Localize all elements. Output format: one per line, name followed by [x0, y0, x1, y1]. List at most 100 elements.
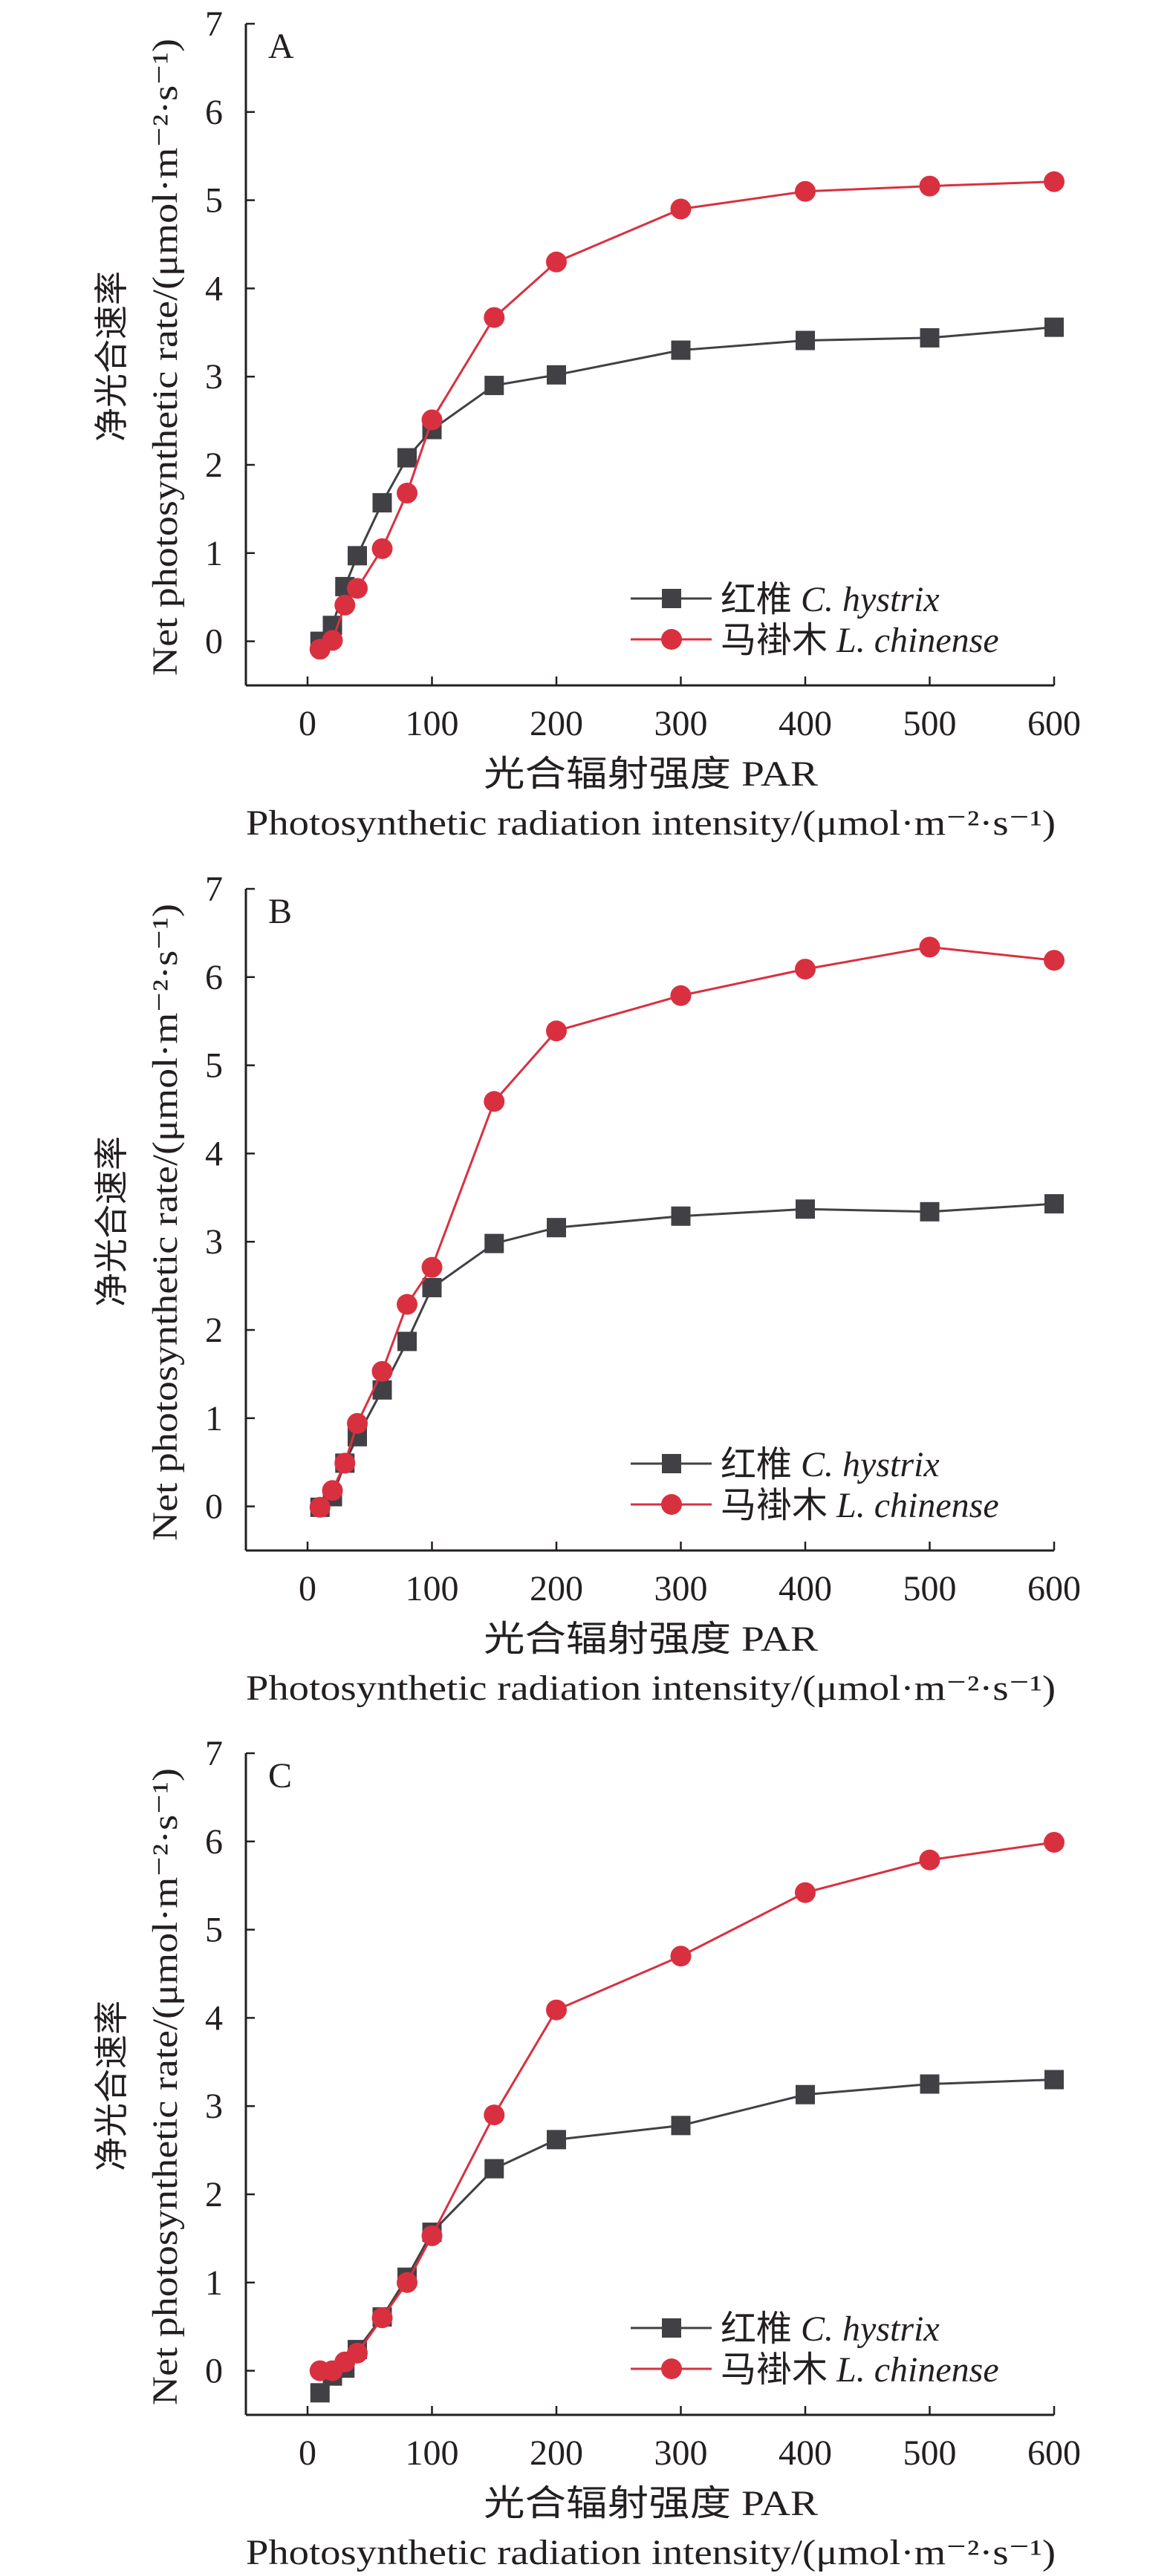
legend-marker-square [662, 1454, 681, 1473]
y-tick-label: 6 [205, 958, 223, 997]
y-tick-label: 5 [205, 1046, 223, 1086]
y-tick-label: 3 [205, 1222, 223, 1262]
legend-item: 红椎 C. hystrix [631, 2309, 940, 2349]
legend-name-cn: 马褂木 [721, 1486, 828, 1525]
x-tick-label: 300 [654, 704, 708, 743]
legend-label: 红椎 C. hystrix [721, 580, 940, 619]
y-tick-label: 6 [205, 1822, 223, 1862]
x-tick-label: 500 [903, 704, 957, 743]
legend-item: 红椎 C. hystrix [631, 580, 940, 619]
series-c-hystrix [310, 1194, 1064, 1517]
data-point-circle [347, 2342, 368, 2364]
data-point-square [547, 365, 566, 385]
panel-label: C [268, 1756, 292, 1796]
data-point-circle [919, 175, 940, 197]
data-point-square [372, 493, 392, 513]
data-point-circle [397, 1294, 417, 1315]
x-axis-label-cn: 光合辐射强度 PAR [484, 754, 818, 794]
data-point-circle [546, 251, 567, 273]
x-tick-label: 400 [779, 2433, 832, 2473]
data-point-square [484, 376, 504, 396]
legend-item: 马褂木 L. chinense [631, 2350, 999, 2390]
y-axis-label-en: Net photosynthetic rate/(μmol·m⁻²·s⁻¹) [146, 39, 185, 676]
legend-name-sci: C. hystrix [801, 1445, 940, 1484]
data-point-square [310, 2383, 330, 2403]
y-tick-label: 4 [205, 1998, 223, 2038]
data-point-circle [1044, 1831, 1065, 1853]
data-point-circle [397, 2272, 417, 2293]
data-point-square [484, 1233, 504, 1253]
y-tick-label: 0 [205, 1487, 223, 1527]
data-point-circle [546, 1020, 567, 1042]
data-point-circle [670, 1946, 692, 1967]
legend-name-cn: 马褂木 [721, 2350, 828, 2390]
legend-marker-circle [661, 629, 682, 650]
data-point-circle [322, 630, 343, 651]
legend-name-sci: C. hystrix [801, 580, 940, 619]
y-tick-label: 7 [205, 1734, 223, 1773]
x-axis-label-en: Photosynthetic radiation intensity/(μmol… [246, 1669, 1056, 1708]
data-point-square [671, 1206, 691, 1226]
series-l-chinense [309, 171, 1065, 660]
data-point-circle [1044, 950, 1065, 971]
data-point-circle [546, 1999, 567, 2021]
data-point-square [397, 448, 417, 468]
data-point-circle [484, 307, 505, 328]
x-tick-label: 0 [299, 2433, 316, 2473]
data-point-circle [371, 1360, 393, 1382]
series-line [319, 945, 1055, 1508]
legend-name-sci: L. chinense [836, 2350, 999, 2390]
x-tick-label: 0 [299, 1569, 316, 1608]
y-axis-label-cn: 净光合速率 [93, 271, 131, 442]
y-tick-label: 1 [205, 1399, 223, 1438]
y-tick-label: 5 [205, 1911, 223, 1950]
data-point-circle [484, 1091, 505, 1112]
x-axis-label-cn: 光合辐射强度 PAR [484, 2484, 818, 2523]
x-tick-label: 300 [654, 2433, 708, 2473]
series-line [319, 1202, 1055, 1508]
y-tick-label: 3 [205, 2087, 223, 2126]
legend-label: 红椎 C. hystrix [721, 2309, 940, 2349]
x-tick-label: 500 [903, 1569, 957, 1608]
data-point-square [547, 1218, 566, 1238]
legend-label: 马褂木 L. chinense [721, 2350, 999, 2390]
data-point-circle [371, 2307, 393, 2329]
legend-name-sci: L. chinense [836, 621, 999, 660]
data-point-square [920, 1201, 940, 1222]
x-tick-label: 200 [530, 704, 583, 743]
y-tick-label: 1 [205, 2263, 223, 2303]
legend-label: 马褂木 L. chinense [721, 621, 999, 660]
x-tick-label: 600 [1027, 1569, 1081, 1608]
data-point-circle [795, 1882, 816, 1903]
data-point-circle [670, 985, 692, 1006]
data-point-square [796, 1199, 815, 1219]
x-tick-label: 200 [530, 1569, 583, 1608]
series-line [319, 326, 1055, 642]
data-point-circle [795, 180, 816, 202]
data-point-square [671, 340, 691, 360]
x-tick-label: 100 [406, 704, 459, 743]
y-tick-label: 1 [205, 534, 223, 573]
data-point-circle [919, 936, 940, 958]
series-line [319, 1841, 1055, 2373]
x-axis-label-en: Photosynthetic radiation intensity/(μmol… [246, 2533, 1056, 2572]
data-point-square [671, 2116, 691, 2136]
data-point-circle [334, 1452, 356, 1474]
legend-marker-square [662, 2318, 681, 2338]
data-point-square [796, 330, 815, 350]
panel-label: B [268, 892, 292, 931]
panel-b: 0 1 2 3 4 5 6 7 0 100 200 300 400 500 600 B 净光合速率 Net pho… [93, 870, 1081, 1708]
x-tick-label: 500 [903, 2433, 957, 2473]
data-point-circle [421, 409, 443, 431]
data-point-circle [484, 2104, 505, 2126]
data-point-circle [795, 959, 816, 980]
legend-name-sci: L. chinense [836, 1486, 999, 1525]
data-point-circle [1044, 171, 1065, 192]
x-tick-label: 400 [779, 704, 832, 743]
x-tick-label: 300 [654, 1569, 708, 1608]
x-axis-label-cn: 光合辐射强度 PAR [484, 1620, 818, 1659]
x-tick-label: 600 [1027, 2433, 1081, 2473]
legend-marker-circle [661, 1494, 682, 1515]
panel-a: 0 1 2 3 4 5 6 7 0 100 200 300 400 500 600 A 净光合速率 Net pho… [93, 4, 1081, 843]
